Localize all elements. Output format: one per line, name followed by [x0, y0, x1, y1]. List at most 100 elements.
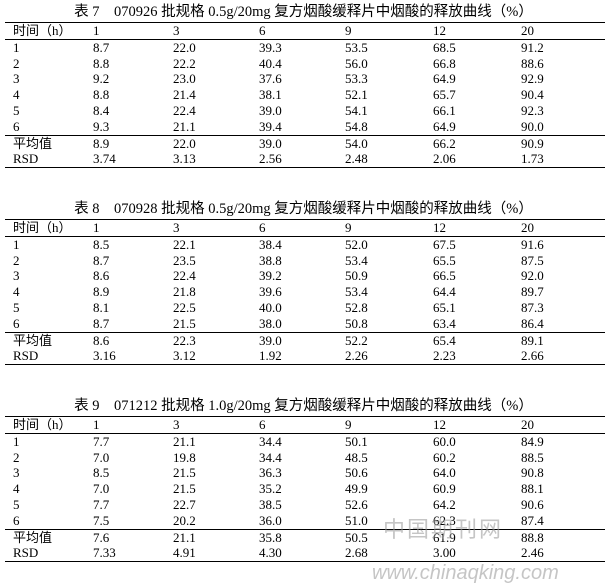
table-row: 47.021.535.249.960.988.192.3 [5, 481, 605, 497]
table-cell: 53.5 [345, 39, 368, 55]
table-row: 48.921.839.653.464.489.796.0 [5, 284, 605, 300]
table-cell: 37.6 [259, 71, 282, 87]
table-cell: 2 [13, 252, 20, 268]
table-cell: 3 [13, 71, 20, 87]
table-cell: 84.9 [521, 433, 544, 449]
table-cell: 3 [13, 465, 20, 481]
table-cell: 21.5 [173, 465, 196, 481]
table-cell: 64.2 [433, 496, 456, 512]
table-cell: 39.6 [259, 284, 282, 300]
table-cell: 9.3 [93, 118, 110, 134]
table-cell: 39.4 [259, 118, 282, 134]
header-cell: 1 [85, 219, 165, 237]
table-cell: 21.1 [165, 528, 251, 546]
header-cell: 时间（h） [5, 22, 85, 40]
header-cell: 6 [251, 22, 337, 40]
table-cell: 61.9 [425, 528, 513, 546]
table-cell: 22.0 [173, 39, 196, 55]
table-cell: 34.4 [259, 433, 282, 449]
table-cell: 40.0 [259, 299, 282, 315]
table-cell: 40.4 [259, 55, 282, 71]
table-row: 27.019.834.448.560.288.592.8 [5, 450, 605, 466]
table-row: 28.822.240.456.066.888.693.9 [5, 56, 605, 72]
table-cell: 50.1 [345, 433, 368, 449]
table-cell: 48.5 [345, 449, 368, 465]
table-9-title: 表 9 071212 批规格 1.0g/20mg 复方烟酸缓释片中烟酸的释放曲线… [74, 398, 533, 414]
table-cell: 8.7 [93, 252, 110, 268]
table-cell: 8.7 [93, 39, 110, 55]
table-8-title: 表 8 070928 批规格 0.5g/20mg 复方烟酸缓释片中烟酸的释放曲线… [74, 201, 533, 217]
table-cell: 35.2 [259, 481, 282, 497]
table-cell: 21.1 [173, 433, 196, 449]
table-cell: 39.0 [251, 331, 337, 349]
table-cell: 4 [13, 87, 20, 103]
table-cell: 60.0 [433, 433, 456, 449]
table-cell: 39.3 [259, 39, 282, 55]
table-cell: 21.5 [173, 315, 196, 331]
table-cell: 1 [13, 433, 20, 449]
table-cell: 64.4 [433, 284, 456, 300]
table-cell: 39.2 [259, 268, 282, 284]
table-cell: 52.8 [345, 299, 368, 315]
table-cell: 53.3 [345, 71, 368, 87]
watermark-url: www.chinaqking.com [372, 562, 559, 584]
table-cell: 54.8 [345, 118, 368, 134]
table-cell: RSD [5, 348, 85, 366]
watermark-site-name: 中国期刊网 [383, 517, 504, 542]
table-cell: 22.0 [165, 134, 251, 152]
table-cell: 53.4 [345, 284, 368, 300]
table-cell: 21.1 [173, 118, 196, 134]
table-cell: 50.5 [337, 528, 425, 546]
table-cell: 50.8 [345, 315, 368, 331]
table-cell: 39.0 [251, 134, 337, 152]
header-cell: 1 [85, 22, 165, 40]
table-row: 58.422.439.054.166.192.396.2 [5, 103, 605, 119]
table-cell: 20.2 [173, 512, 196, 528]
table-cell: 91.2 [521, 39, 544, 55]
table-cell: 8.8 [93, 87, 110, 103]
header-cell: 6 [251, 416, 337, 434]
table-cell: 22.4 [173, 102, 196, 118]
table-cell: 66.1 [433, 102, 456, 118]
table-cell: 21.5 [173, 481, 196, 497]
table-cell: 4 [13, 284, 20, 300]
table-cell: 87.4 [521, 512, 544, 528]
table-row: 48.821.438.152.165.790.497.8 [5, 87, 605, 103]
table-cell: 22.4 [173, 268, 196, 284]
table-cell: 3.74 [85, 151, 165, 169]
table-9-section: 表 9 071212 批规格 1.0g/20mg 复方烟酸缓释片中烟酸的释放曲线… [0, 396, 607, 563]
table-cell: 1 [13, 39, 20, 55]
table-cell: 60.9 [433, 481, 456, 497]
table-cell: 38.5 [259, 496, 282, 512]
table-cell: 4 [13, 481, 20, 497]
table-cell: 8.7 [93, 315, 110, 331]
table-cell: 6 [13, 315, 20, 331]
table-cell: 35.8 [251, 528, 337, 546]
table-cell: 2.23 [425, 348, 513, 366]
table-cell: 87.3 [521, 299, 544, 315]
table-cell: 8.6 [93, 268, 110, 284]
table-cell: RSD [5, 545, 85, 563]
table-cell: 22.2 [173, 55, 196, 71]
table-cell: 54.1 [345, 102, 368, 118]
table-cell: 1 [13, 236, 20, 252]
table-8: 时间（h）136912202418.522.138.452.067.591.69… [5, 219, 605, 366]
table-cell: 19.8 [173, 449, 196, 465]
header-cell: 时间（h） [5, 219, 85, 237]
table-cell: 5 [13, 496, 20, 512]
header-row: 时间（h）1369122024 [5, 219, 605, 237]
table-cell: 67.5 [433, 236, 456, 252]
table-cell: 64.9 [433, 118, 456, 134]
table-cell: 8.5 [93, 465, 110, 481]
table-cell: 8.4 [93, 102, 110, 118]
table-cell: 86.4 [521, 315, 544, 331]
table-cell: 2 [13, 55, 20, 71]
table-cell: 9.2 [93, 71, 110, 87]
table-cell: 38.1 [259, 87, 282, 103]
table-cell: 52.0 [345, 236, 368, 252]
